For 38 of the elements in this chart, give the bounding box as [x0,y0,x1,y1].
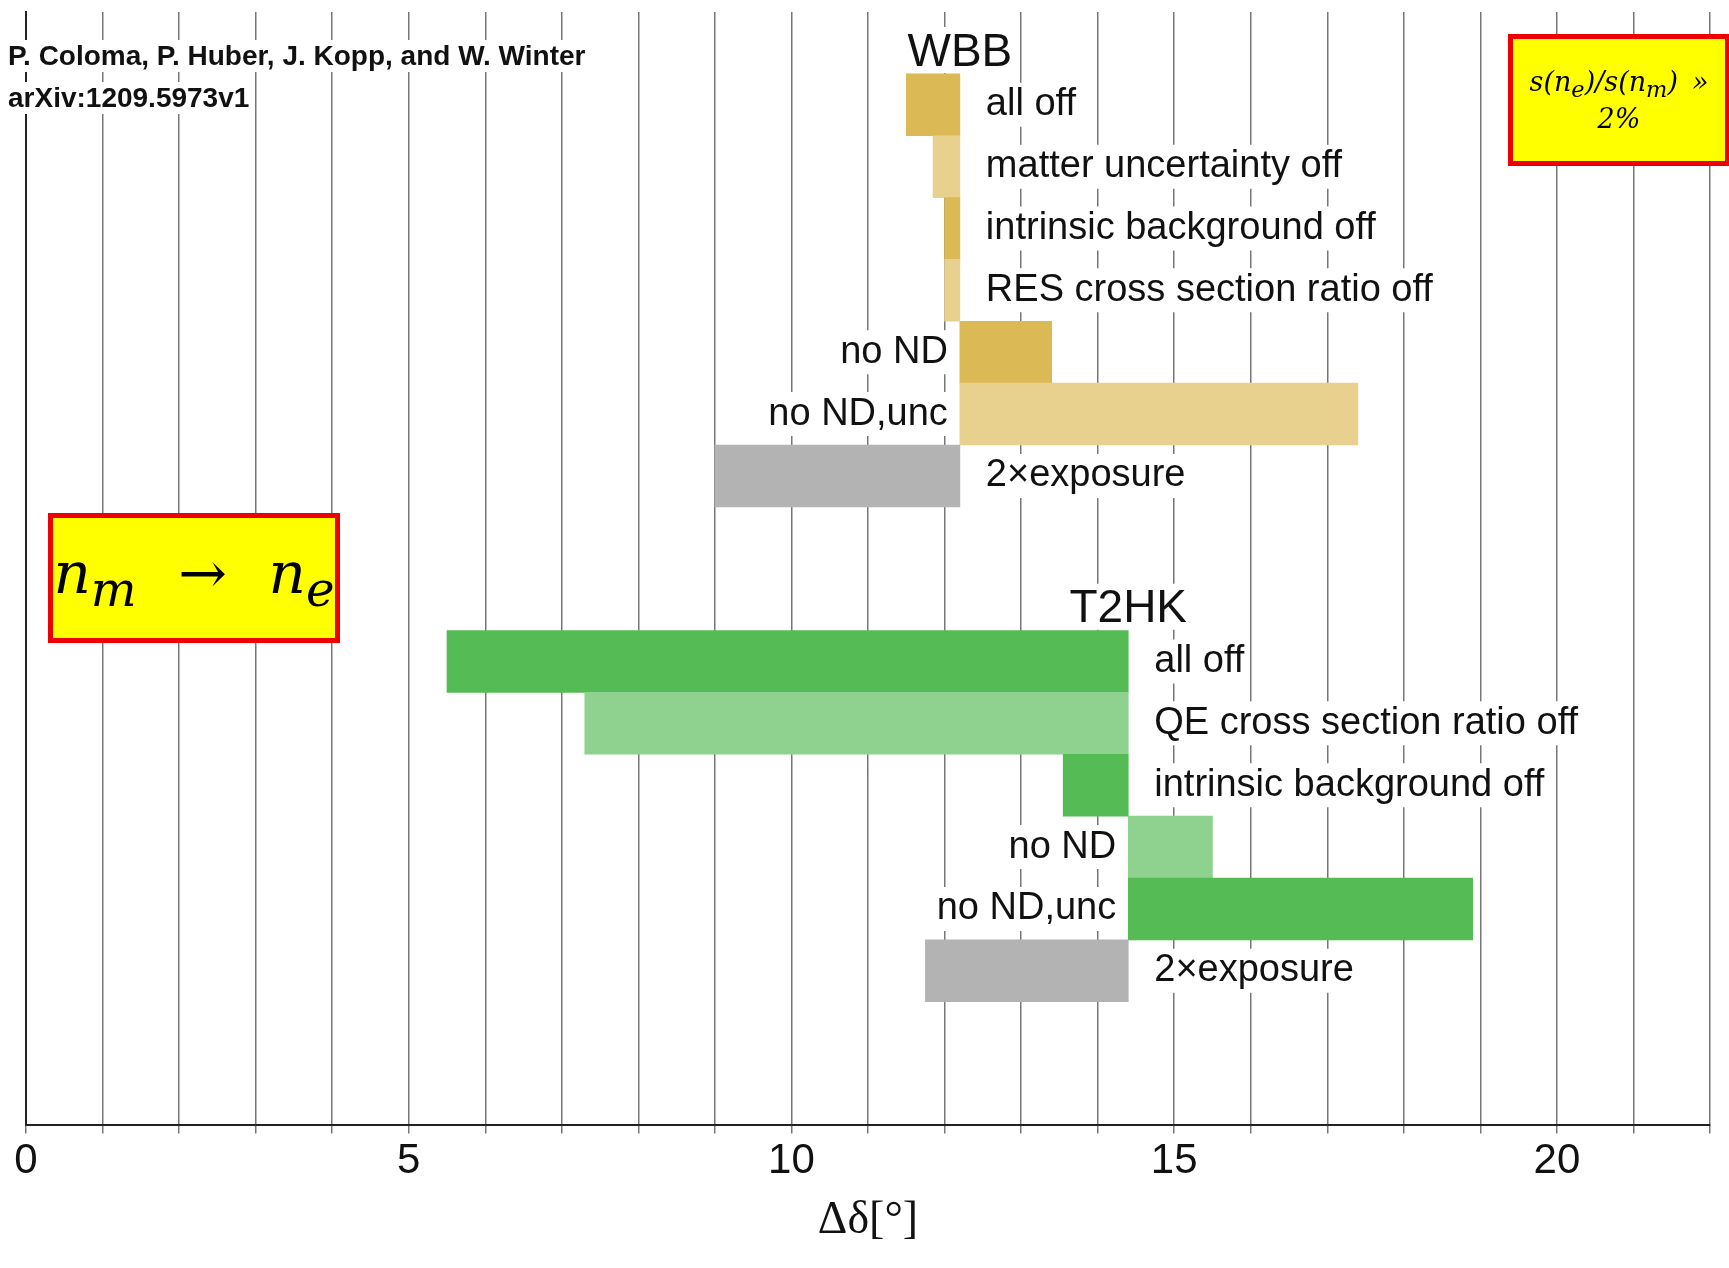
series-label: T2HK [1069,580,1188,633]
bar [905,73,961,137]
y-tick-label: QE cross section ratio off [1154,699,1579,742]
y-tick-label: all off [985,81,1077,124]
x-tick-label: 10 [768,1135,815,1183]
bar [1062,753,1129,817]
x-tick-label: 20 [1533,1135,1581,1183]
x-tick-label: 0 [14,1135,38,1183]
bar [944,197,961,260]
y-tick-label: no ND,unc [936,885,1117,928]
y-tick-label: 2×exposure [1154,947,1354,990]
series-label: WBB [907,23,1013,76]
y-tick-label: intrinsic background off [1154,761,1545,804]
bar [446,630,1129,693]
y-tick-label: no ND [1008,823,1117,866]
x-axis-title: Δδ[°] [817,1192,919,1244]
x-tick-label: 15 [1150,1135,1198,1183]
y-tick-label: all off [1154,637,1245,680]
bar [714,444,961,508]
bar [584,692,1129,755]
annotation: P. Coloma, P. Huber, J. Kopp, and W. Winter [8,40,586,72]
bar [1127,815,1213,879]
bar [944,259,961,322]
y-tick-label: no ND [840,328,948,371]
y-tick-label: 2×exposure [985,452,1186,495]
x-tick-label: 5 [397,1135,421,1183]
bar [959,382,1359,446]
bar [959,320,1053,384]
y-tick-label: intrinsic background off [985,204,1377,247]
annotation: n$_{m}$ → n$_{e}$ [53,539,335,617]
bar [925,939,1129,1003]
annotation: s(n$_{e}$)/s(n$_{m}$) » 2% [1528,66,1710,134]
y-tick-label: RES cross section ratio off [985,266,1434,309]
annotation: arXiv:1209.5973v1 [8,82,250,114]
y-tick-label: matter uncertainty off [985,143,1343,186]
bar [932,135,961,198]
y-tick-label: no ND,unc [768,390,948,433]
bar [1127,877,1474,941]
